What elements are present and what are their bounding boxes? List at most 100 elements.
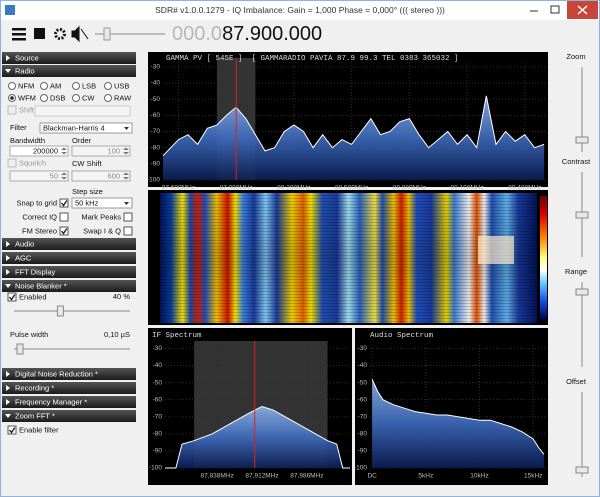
x-tick-label: 5kHz <box>418 473 433 480</box>
numeric-field[interactable] <box>71 145 131 157</box>
section-header[interactable] <box>2 238 136 250</box>
x-tick-label: 87,986MHz <box>290 473 323 480</box>
y-tick-label: -30 <box>153 345 163 352</box>
section-header[interactable] <box>2 382 136 394</box>
maximize-button[interactable] <box>550 5 560 14</box>
section-title: Zoom FFT * <box>15 411 55 420</box>
field-value: 200000 <box>33 146 58 155</box>
y-tick-label: -100 <box>354 465 367 472</box>
radio-button[interactable] <box>40 82 48 90</box>
dropdown-value: Blackman-Harris 4 <box>43 123 105 132</box>
close-icon <box>577 5 588 15</box>
expand-arrow <box>6 385 10 391</box>
vertical-slider-thumb[interactable] <box>575 288 589 296</box>
settings-button[interactable] <box>54 28 66 40</box>
radio-button[interactable] <box>104 94 112 102</box>
y-tick-label: -50 <box>358 379 368 386</box>
expand-arrow <box>6 371 10 377</box>
section-header[interactable] <box>2 65 136 77</box>
radio-button[interactable] <box>72 94 80 102</box>
vertical-slider-thumb[interactable] <box>575 211 589 219</box>
field-label: 40 % <box>113 292 130 301</box>
checkbox[interactable] <box>123 212 133 222</box>
radio-button[interactable] <box>8 82 16 90</box>
chart-title: Audio Spectrum <box>370 332 434 340</box>
checkbox[interactable] <box>59 198 69 208</box>
radio-button[interactable] <box>72 82 80 90</box>
spinner <box>61 147 67 155</box>
section-header[interactable] <box>2 252 136 264</box>
radio-dot <box>10 96 14 100</box>
x-tick-label: 89,100MHz <box>450 185 483 192</box>
section-header[interactable] <box>2 280 136 292</box>
y-tick-label: -70 <box>358 413 368 420</box>
x-tick-label: 87,912MHz <box>245 473 278 480</box>
dropdown[interactable] <box>71 197 133 209</box>
menu-icon[interactable] <box>12 28 26 31</box>
section-title: Audio <box>15 239 34 248</box>
dropdown-arrow <box>124 127 129 130</box>
checkmark <box>8 294 16 301</box>
checkbox-label: Mark Peaks <box>81 212 121 221</box>
app-icon <box>5 5 15 15</box>
volume-thumb[interactable] <box>103 27 111 41</box>
slider-thumb[interactable] <box>56 305 64 317</box>
checkbox[interactable] <box>7 425 17 435</box>
mute-button[interactable] <box>71 25 89 43</box>
expand-arrow <box>6 269 10 275</box>
checkbox[interactable] <box>7 105 17 115</box>
expand-arrow <box>5 284 11 288</box>
frequency-dim: 000.0 <box>172 23 222 45</box>
field-label: Bandwidth <box>10 136 45 145</box>
checkbox[interactable] <box>59 226 69 236</box>
x-tick-label: 15kHz <box>524 473 542 480</box>
dropdown-value: 50 kHz <box>75 198 99 207</box>
numeric-field[interactable] <box>9 145 69 157</box>
expand-arrow <box>6 399 10 405</box>
spectrum-fill <box>163 95 545 180</box>
checkmark <box>60 228 68 235</box>
checkbox-label: Enabled <box>19 292 47 301</box>
field-label: Step size <box>72 187 103 196</box>
section-header[interactable] <box>2 368 136 380</box>
window-title: SDR# v1.0.0.1279 - IQ Imbalance: Gain = … <box>155 5 445 15</box>
radio-label: USB <box>114 81 129 90</box>
field-value: 50 <box>50 171 58 180</box>
section-header[interactable] <box>2 396 136 408</box>
frequency-display[interactable]: 000.087.900.000 <box>172 23 322 45</box>
frequency: 87.900.000 <box>222 23 322 45</box>
chart-title: IF Spectrum <box>152 332 202 340</box>
numeric-field[interactable] <box>71 170 131 182</box>
y-tick-label: -40 <box>151 80 161 87</box>
vertical-slider-thumb[interactable] <box>575 136 589 144</box>
y-tick-label: -60 <box>151 112 161 119</box>
y-tick-label: -60 <box>358 396 368 403</box>
expand-arrow <box>5 69 11 73</box>
field-value: 100 <box>107 146 120 155</box>
x-tick-label: 10kHz <box>470 473 488 480</box>
checkbox[interactable] <box>7 292 17 302</box>
radio-button[interactable] <box>40 94 48 102</box>
waterfall-colorbar <box>540 196 547 320</box>
section-header[interactable] <box>2 266 136 278</box>
stop-button[interactable] <box>34 28 45 39</box>
section-header[interactable] <box>2 410 136 422</box>
y-tick-label: -80 <box>153 431 163 438</box>
section-header[interactable] <box>2 52 136 64</box>
radio-button[interactable] <box>104 82 112 90</box>
y-tick-label: -70 <box>153 413 163 420</box>
numeric-field[interactable] <box>9 170 69 182</box>
checkbox[interactable] <box>7 158 17 168</box>
slider-thumb[interactable] <box>16 343 24 355</box>
spectrum-line <box>162 95 545 157</box>
checkmark <box>8 427 16 434</box>
vertical-slider-thumb[interactable] <box>575 466 589 474</box>
spinner <box>123 147 129 155</box>
dropdown[interactable] <box>39 122 133 134</box>
spectrum-fill <box>372 379 544 468</box>
checkbox[interactable] <box>59 212 69 222</box>
radio-label: RAW <box>114 93 132 102</box>
checkbox-label: FM Stereo <box>22 226 57 235</box>
checkbox[interactable] <box>123 226 133 236</box>
